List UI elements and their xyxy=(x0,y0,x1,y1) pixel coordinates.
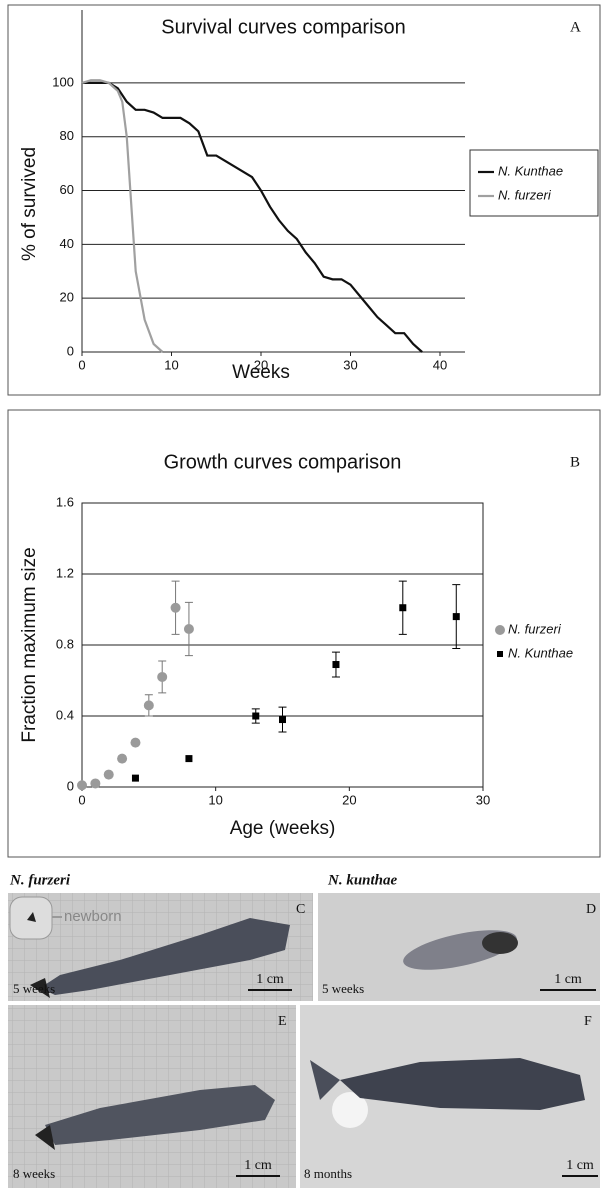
photo-d: D 5 weeks 1 cm xyxy=(318,893,600,1001)
x-tick-label: 0 xyxy=(78,792,85,807)
series-line xyxy=(82,81,423,353)
x-tick-label: 20 xyxy=(342,792,356,807)
legend-label: N. Kunthae xyxy=(508,645,573,660)
y-axis-label: Fraction maximum size xyxy=(19,547,40,742)
legend-label: N. furzeri xyxy=(508,621,562,636)
panel-letter: A xyxy=(570,19,581,35)
data-point xyxy=(130,737,141,748)
x-tick-label: 30 xyxy=(343,357,357,372)
y-tick-label: 20 xyxy=(60,290,74,305)
panel-a-frame xyxy=(7,4,601,396)
photo-c: newborn C 5 weeks 1 cm xyxy=(8,893,313,1001)
photo-f: F 8 months 1 cm xyxy=(300,1005,600,1188)
y-tick-label: 40 xyxy=(60,236,74,251)
y-tick-label: 0.8 xyxy=(56,636,74,651)
data-point xyxy=(90,778,101,789)
x-axis-label: Weeks xyxy=(232,362,290,383)
panel-b-frame xyxy=(7,409,601,858)
data-point xyxy=(117,753,128,764)
age-label: 8 weeks xyxy=(13,1166,55,1181)
x-tick-label: 40 xyxy=(433,357,447,372)
y-tick-label: 0 xyxy=(67,343,74,358)
x-axis-label: Age (weeks) xyxy=(230,818,336,839)
y-tick-label: 100 xyxy=(52,74,74,89)
data-point xyxy=(279,716,286,724)
data-point xyxy=(77,780,87,791)
data-point xyxy=(157,671,168,682)
inset-label: newborn xyxy=(64,908,122,925)
data-point xyxy=(170,602,181,613)
data-point xyxy=(131,774,139,782)
data-point xyxy=(332,661,340,669)
scale-label: 1 cm xyxy=(554,972,582,987)
species-label: N. kunthae xyxy=(327,872,398,888)
x-tick-label: 10 xyxy=(208,792,222,807)
y-tick-label: 0.4 xyxy=(56,707,74,722)
data-point xyxy=(143,700,154,711)
data-point xyxy=(452,613,460,621)
scale-label: 1 cm xyxy=(566,1158,594,1173)
y-tick-label: 80 xyxy=(60,128,74,143)
y-tick-label: 1.2 xyxy=(56,565,74,580)
species-label: N. furzeri xyxy=(9,872,71,888)
legend-frame xyxy=(469,149,599,217)
panel-letter: C xyxy=(296,902,305,917)
age-label: 5 weeks xyxy=(13,981,55,996)
age-label: 8 months xyxy=(304,1166,352,1181)
x-tick-label: 0 xyxy=(78,357,85,372)
legend-label: N. Kunthae xyxy=(498,163,563,178)
panel-letter: E xyxy=(278,1014,287,1029)
data-point xyxy=(252,712,260,720)
legend-label: N. furzeri xyxy=(498,187,552,202)
y-tick-label: 60 xyxy=(60,182,74,197)
y-tick-label: 1.6 xyxy=(56,494,74,509)
y-tick-label: 0 xyxy=(67,778,74,793)
scale-label: 1 cm xyxy=(244,1158,272,1173)
legend-swatch xyxy=(497,651,503,657)
chart-title: Growth curves comparison xyxy=(164,451,402,473)
data-point xyxy=(185,755,193,763)
chart-title: Survival curves comparison xyxy=(161,16,406,38)
photo-e: E 8 weeks 1 cm xyxy=(8,1005,296,1188)
series-line xyxy=(81,79,164,353)
plot-frame xyxy=(81,502,484,788)
data-point xyxy=(183,624,194,635)
y-axis-label: % of survived xyxy=(19,147,40,261)
age-label: 5 weeks xyxy=(322,981,364,996)
x-tick-label: 10 xyxy=(164,357,178,372)
legend-swatch xyxy=(495,625,505,635)
panel-letter: F xyxy=(584,1014,592,1029)
x-tick-label: 20 xyxy=(254,357,268,372)
scale-label: 1 cm xyxy=(256,972,284,987)
data-point xyxy=(103,769,114,780)
panel-letter: D xyxy=(586,902,596,917)
data-point xyxy=(399,604,407,612)
x-tick-label: 30 xyxy=(476,792,490,807)
panel-letter: B xyxy=(570,454,580,470)
